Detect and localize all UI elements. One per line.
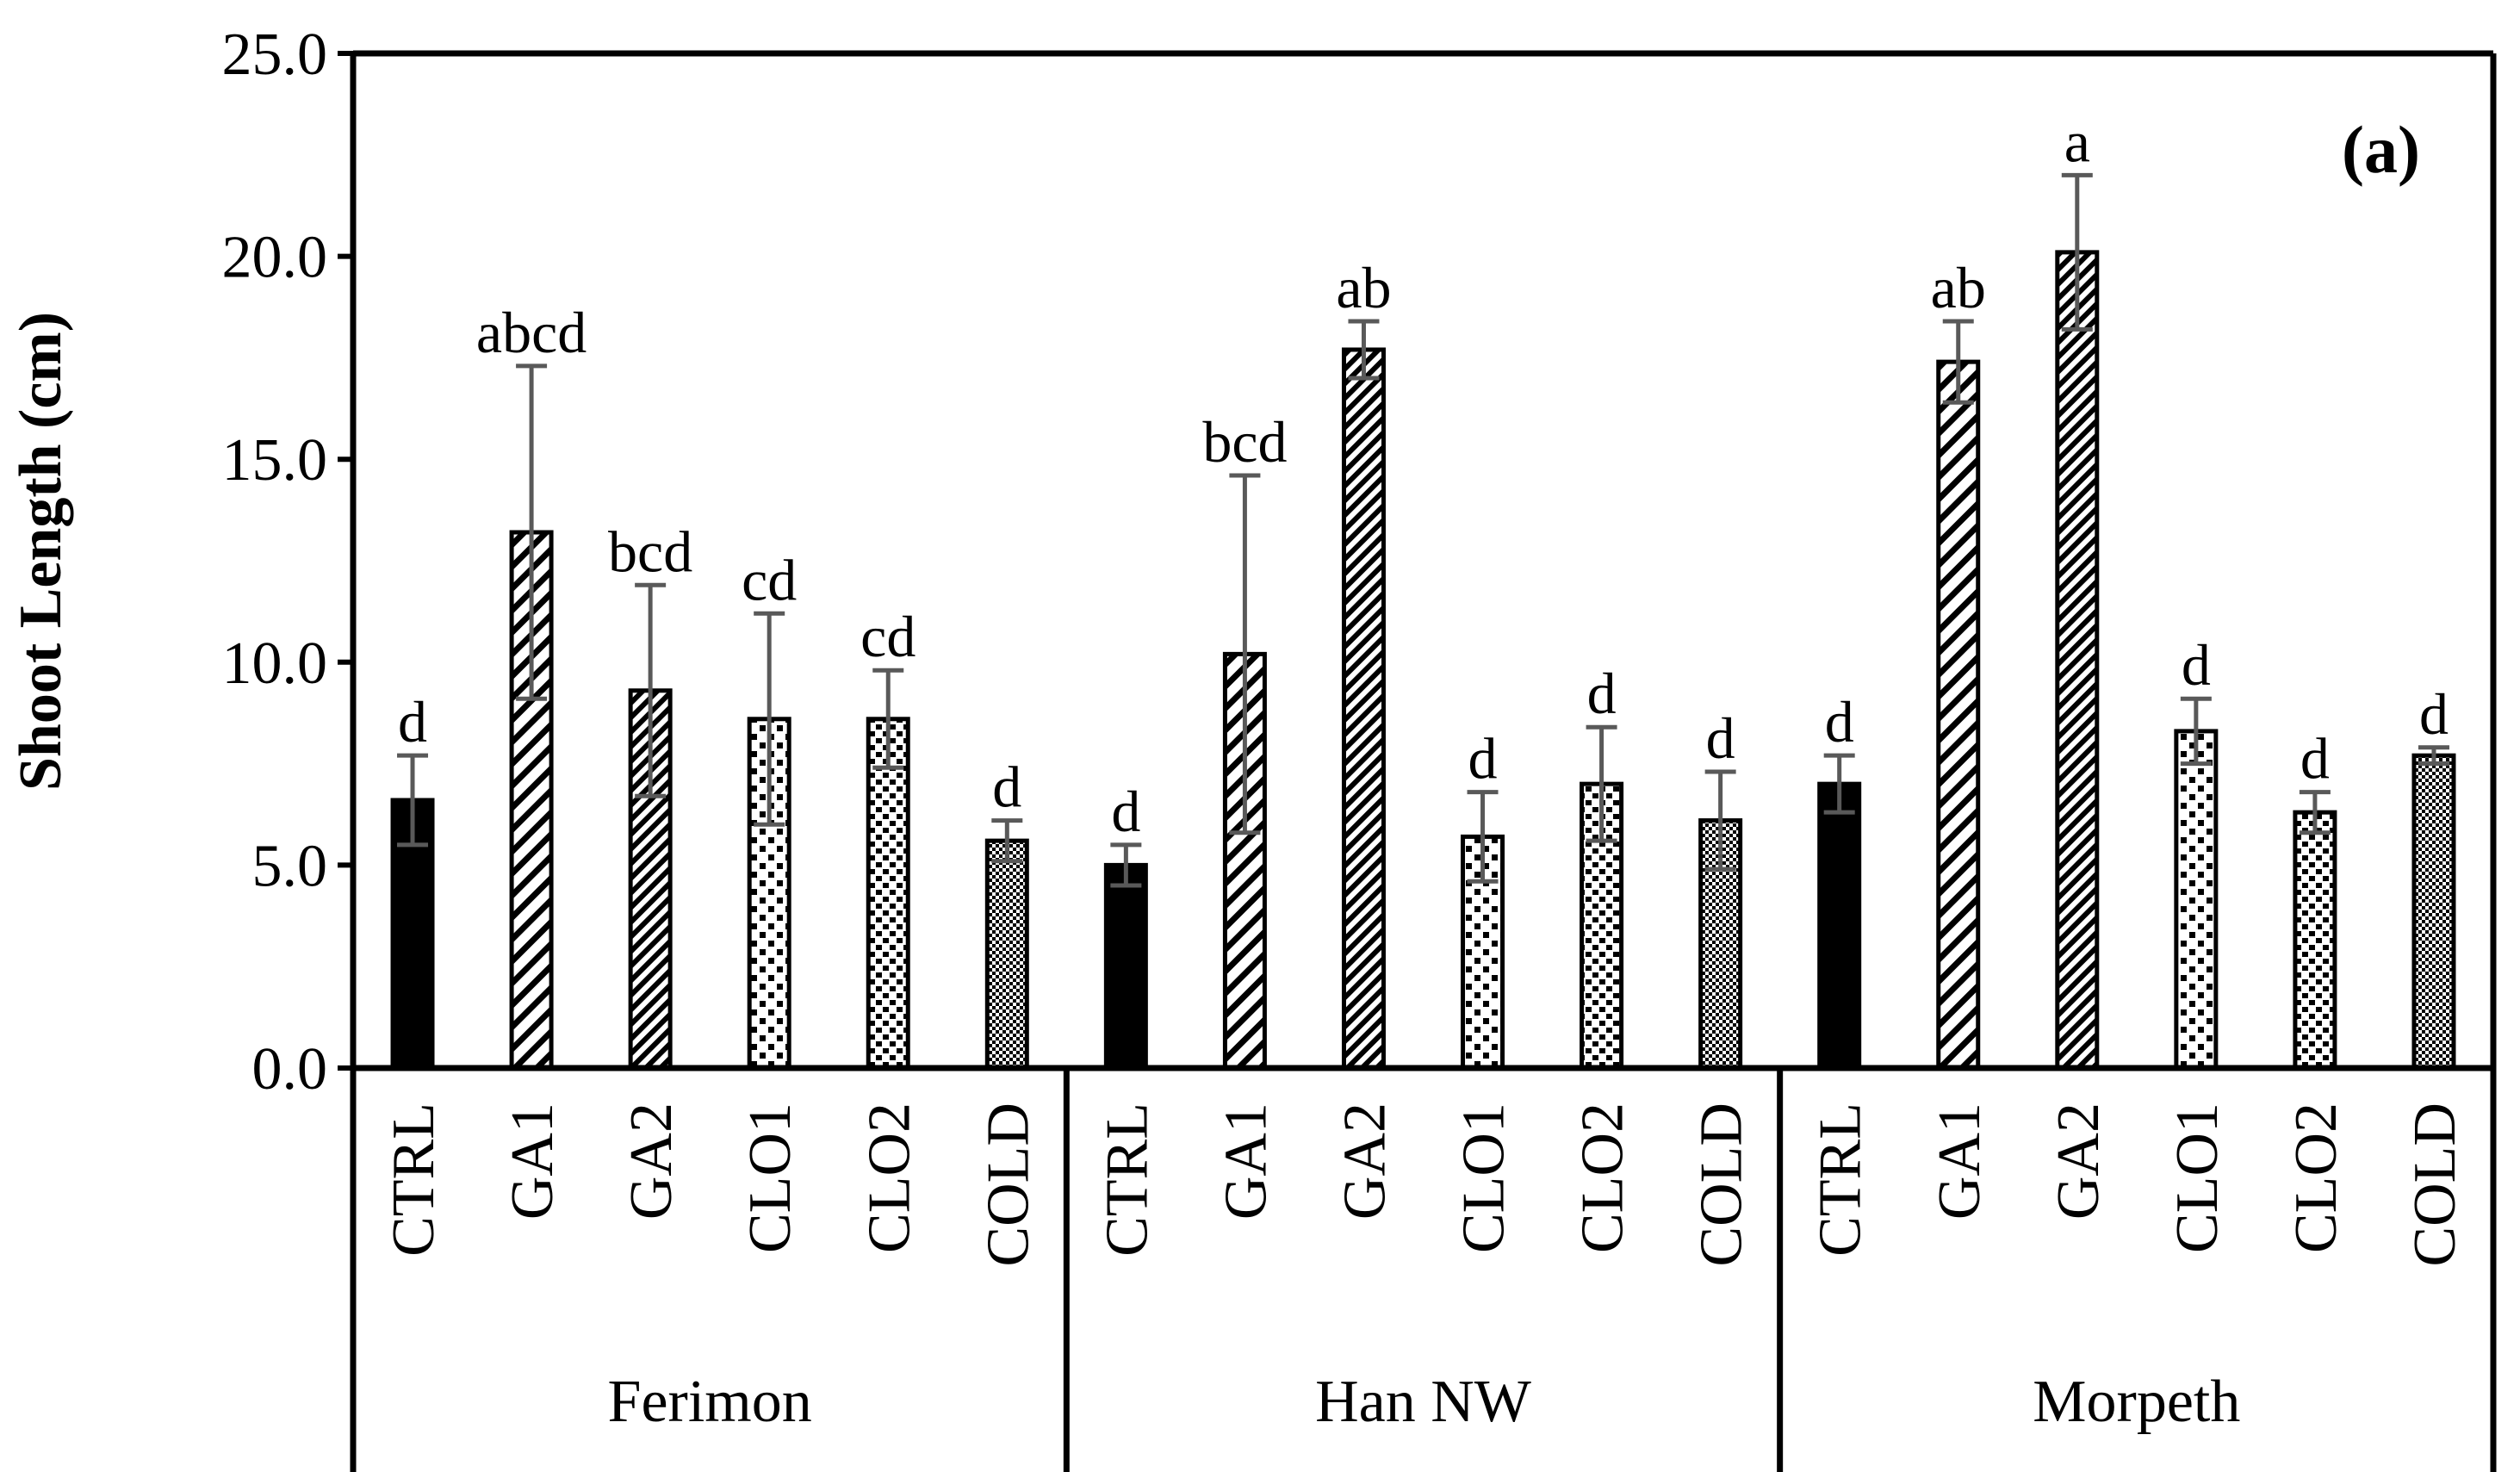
y-ticks-layer: 0.0 5.0 10.0 15.0 20.0 25.0: [222, 22, 353, 1102]
significance-letter-morpeth-ctrl: d: [1825, 689, 1854, 755]
group-label-han-nw: Han NW: [1315, 1369, 1531, 1435]
x-category-label-morpeth-ga1: GA1: [1927, 1102, 1993, 1220]
significance-letter-han-nw-cold: d: [1706, 705, 1735, 771]
x-category-label-han-nw-ctrl: CTRL: [1094, 1102, 1160, 1257]
bar-morpeth-clo2: [2293, 810, 2337, 1071]
x-category-label-han-nw-cold: COLD: [1689, 1102, 1755, 1267]
y-tick-label-1: 5.0: [252, 833, 328, 899]
bar-morpeth-ctrl: [1817, 781, 1862, 1071]
x-category-label-han-nw-ga2: GA2: [1331, 1102, 1398, 1220]
x-category-label-han-nw-clo2: CLO2: [1570, 1102, 1636, 1253]
bars-layer: [390, 250, 2456, 1071]
group-labels-layer: Ferimon Han NW Morpeth: [608, 1369, 2241, 1435]
x-category-label-morpeth-clo2: CLO2: [2283, 1102, 2349, 1253]
x-category-label-han-nw-ga1: GA1: [1213, 1102, 1279, 1220]
bar-morpeth-ga2: [2055, 250, 2100, 1071]
y-tick-label-4: 20.0: [222, 225, 328, 291]
bar-morpeth-cold: [2411, 753, 2456, 1071]
significance-letter-morpeth-ga2: a: [2064, 109, 2090, 174]
significance-letter-ferimon-ctrl: d: [398, 689, 427, 755]
x-category-label-morpeth-clo1: CLO1: [2164, 1102, 2231, 1253]
bar-morpeth-ga1: [1936, 359, 1981, 1071]
group-label-morpeth: Morpeth: [2033, 1369, 2240, 1435]
x-category-label-ferimon-cold: COLD: [975, 1102, 1041, 1267]
significance-letter-ferimon-clo2: cd: [860, 604, 916, 669]
x-category-label-han-nw-clo1: CLO1: [1451, 1102, 1518, 1253]
bar-ferimon-clo1: [747, 717, 791, 1071]
y-tick-label-0: 0.0: [252, 1036, 328, 1102]
y-tick-label-2: 10.0: [222, 630, 328, 697]
significance-letter-ferimon-ga2: bcd: [608, 519, 692, 584]
significance-letter-morpeth-cold: d: [2419, 681, 2449, 747]
bar-ferimon-cold: [984, 838, 1029, 1071]
significance-letter-han-nw-ctrl: d: [1111, 779, 1140, 844]
axes-layer: [350, 50, 2497, 1472]
significance-letter-han-nw-ga2: ab: [1336, 255, 1391, 320]
x-category-label-ferimon-clo1: CLO1: [737, 1102, 804, 1253]
y-axis-label: Shoot Length (cm): [8, 312, 74, 791]
error-bars-layer: [397, 172, 2449, 888]
x-category-label-ferimon-ga2: GA2: [618, 1102, 685, 1220]
x-category-label-ferimon-ga1: GA1: [500, 1102, 566, 1220]
y-tick-label-5: 25.0: [222, 22, 328, 88]
bar-han-nw-ga2: [1341, 347, 1386, 1071]
bar-morpeth-clo1: [2174, 729, 2219, 1071]
x-category-label-morpeth-ctrl: CTRL: [1808, 1102, 1874, 1257]
significance-letter-ferimon-cold: d: [992, 755, 1021, 820]
x-category-label-morpeth-ga2: GA2: [2045, 1102, 2112, 1220]
significance-letter-ferimon-clo1: cd: [742, 547, 797, 612]
y-tick-label-3: 15.0: [222, 427, 328, 494]
significance-letter-han-nw-clo1: d: [1468, 726, 1498, 792]
x-categories-layer: CTRL GA1 GA2 CLO1 CLO2 COLD CTRL GA1 GA2 CLO1 CLO2…: [381, 1102, 2468, 1267]
x-category-label-ferimon-clo2: CLO2: [856, 1102, 922, 1253]
bar-ferimon-clo2: [866, 717, 910, 1071]
x-category-label-ferimon-ctrl: CTRL: [381, 1102, 447, 1257]
significance-letter-morpeth-clo2: d: [2300, 726, 2330, 792]
significance-letter-morpeth-ga1: ab: [1931, 255, 1986, 320]
bar-han-nw-ctrl: [1103, 862, 1148, 1071]
significance-letter-han-nw-clo2: d: [1587, 661, 1617, 726]
significance-letter-morpeth-clo1: d: [2182, 632, 2211, 698]
group-label-ferimon: Ferimon: [608, 1369, 812, 1435]
significance-letter-han-nw-ga1: bcd: [1202, 409, 1287, 475]
x-category-label-morpeth-cold: COLD: [2402, 1102, 2468, 1267]
significance-letter-ferimon-ga1: abcd: [476, 300, 587, 365]
panel-label: (a): [2342, 112, 2420, 187]
